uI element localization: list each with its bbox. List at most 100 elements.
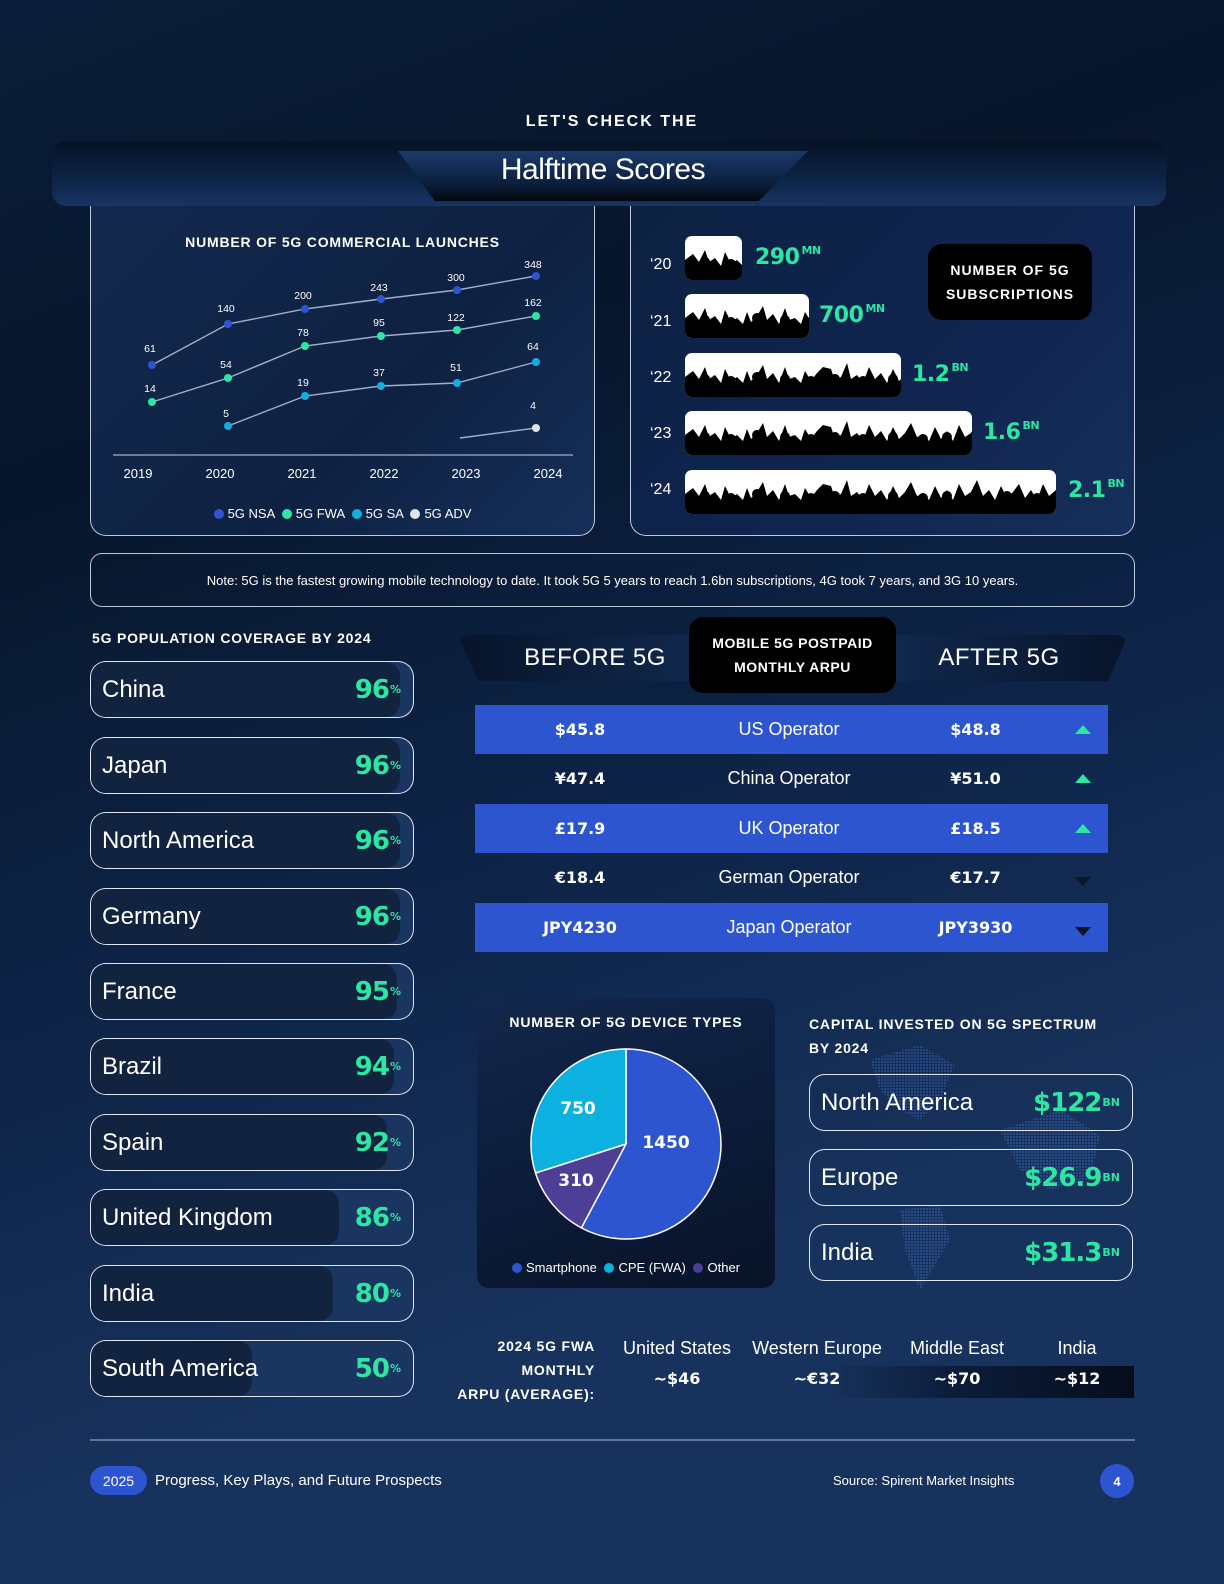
arpu-row: £17.9 UK Operator £18.5 [475, 804, 1108, 853]
subscriptions-label-line2: SUBSCRIPTIONS [945, 286, 1075, 302]
coverage-country: India [102, 1279, 155, 1307]
svg-text:310: 310 [558, 1171, 594, 1191]
fwa-band [620, 1366, 1134, 1398]
spectrum-region: Europe [821, 1163, 899, 1191]
coverage-value: 86% [354, 1202, 401, 1233]
launches-legend: 5G NSA 5G FWA 5G SA 5G ADV [90, 506, 595, 521]
spectrum-value: $31.3 BN [1024, 1237, 1120, 1268]
arpu-operator: US Operator [738, 719, 840, 739]
crowd-bar-2022 [685, 353, 901, 397]
arpu-before-value: $45.8 [554, 720, 606, 739]
arpu-before-value: JPY4230 [543, 918, 617, 937]
coverage-fill [91, 662, 401, 717]
legend-label: 5G SA [365, 506, 404, 521]
svg-text:54: 54 [220, 359, 232, 371]
crowd-silhouette-icon [685, 304, 809, 338]
footer-title: Progress, Key Plays, and Future Prospect… [155, 1472, 442, 1489]
sub-year: ‘21 [650, 313, 672, 330]
arpu-after-value: $48.8 [950, 720, 1001, 739]
coverage-value: 94% [354, 1051, 401, 1082]
legend-label: Smartphone [526, 1260, 597, 1275]
x-tick: 2023 [451, 466, 481, 481]
crowd-bar-2023 [685, 411, 972, 455]
x-tick: 2020 [205, 466, 235, 481]
legend-dot-cpe [604, 1263, 615, 1273]
svg-text:4: 4 [530, 400, 536, 412]
svg-text:78: 78 [297, 327, 309, 339]
fwa-region: United States [622, 1338, 732, 1358]
arpu-row: €18.4 German Operator €17.7 [475, 853, 1108, 902]
coverage-value: 92% [354, 1127, 401, 1158]
spectrum-row: North America $122 BN [809, 1074, 1133, 1131]
svg-text:51: 51 [450, 362, 462, 374]
svg-text:19: 19 [297, 377, 309, 389]
legend-label: Other [707, 1260, 740, 1275]
arpu-title-line2: MONTHLY ARPU [734, 659, 851, 675]
header-kicker: LET'S CHECK THE [525, 113, 699, 130]
coverage-value: 96% [354, 674, 401, 705]
spectrum-row: India $31.3 BN [809, 1224, 1133, 1281]
crowd-bar-2021 [685, 294, 809, 338]
sub-value: 290 MN [755, 244, 821, 270]
fwa-region: Middle East [909, 1338, 1005, 1358]
arpu-after-label: AFTER 5G [938, 644, 1060, 671]
launches-x-axis: 2019 2020 2021 2022 2023 2024 [113, 466, 573, 481]
coverage-row: Germany 96% [90, 888, 414, 945]
coverage-value: 96% [354, 750, 401, 781]
x-tick: 2022 [369, 466, 399, 481]
spectrum-value: $26.9 BN [1024, 1162, 1120, 1193]
footer-source: Source: Spirent Market Insights [833, 1473, 1015, 1488]
svg-text:5: 5 [223, 408, 229, 420]
crowd-bar-2020 [685, 236, 742, 280]
legend-dot-fwa [281, 509, 292, 519]
launches-panel [90, 206, 595, 536]
device-types-title: NUMBER OF 5G DEVICE TYPES [509, 1014, 743, 1030]
fwa-column: Middle East ~$70 [892, 1338, 1022, 1388]
crowd-silhouette-icon [685, 421, 972, 455]
svg-text:200: 200 [294, 290, 312, 302]
year-badge: 2025 [90, 1466, 147, 1495]
crowd-silhouette-icon [685, 480, 1056, 514]
svg-text:348: 348 [524, 259, 542, 271]
coverage-fill [91, 738, 401, 793]
coverage-country: Spain [102, 1128, 164, 1156]
svg-text:162: 162 [524, 297, 542, 309]
arpu-operator: UK Operator [738, 818, 840, 838]
x-tick: 2021 [287, 466, 317, 481]
coverage-country: South America [102, 1354, 259, 1382]
fwa-column: Western Europe ~€32 [742, 1338, 892, 1388]
crowd-silhouette-icon [685, 246, 742, 280]
coverage-row: Brazil 94% [90, 1038, 414, 1095]
arpu-before-value: £17.9 [554, 819, 606, 838]
arpu-after-value: JPY3930 [938, 918, 1013, 937]
coverage-fill [91, 813, 401, 868]
subscriptions-label-line1: NUMBER OF 5G [950, 262, 1070, 278]
arpu-row: $45.8 US Operator $48.8 [475, 705, 1108, 754]
note-box: Note: 5G is the fastest growing mobile t… [90, 553, 1135, 607]
coverage-row: North America 96% [90, 812, 414, 869]
svg-text:61: 61 [144, 343, 156, 355]
coverage-country: France [102, 977, 177, 1005]
footer-divider [90, 1439, 1135, 1441]
arpu-row: ¥47.4 China Operator ¥51.0 [475, 754, 1108, 803]
arpu-operator: German Operator [718, 867, 860, 887]
legend-label: 5G NSA [227, 506, 275, 521]
arpu-before-label: BEFORE 5G [524, 644, 666, 671]
fwa-value: ~$46 [653, 1369, 701, 1388]
coverage-fill [91, 1190, 339, 1245]
page-title: Halftime Scores [500, 153, 706, 186]
fwa-table: United States ~$46 Western Europe ~€32 M… [612, 1338, 1132, 1388]
coverage-country: North America [102, 826, 255, 854]
coverage-row: Spain 92% [90, 1114, 414, 1171]
svg-text:140: 140 [217, 303, 235, 315]
legend-dot-sa [351, 509, 362, 519]
fwa-column: India ~$12 [1022, 1338, 1132, 1388]
crowd-bar-2024 [685, 470, 1056, 514]
legend-dot-smartphone [512, 1263, 522, 1273]
launches-line-chart: 61 140 200 243 300 348 14 54 78 95 122 162 5 19 37… [113, 259, 573, 456]
coverage-row: France 95% [90, 963, 414, 1020]
x-tick: 2024 [533, 466, 563, 481]
coverage-country: Japan [102, 751, 168, 779]
sub-year: ‘24 [650, 481, 672, 498]
coverage-value: 96% [354, 825, 401, 856]
